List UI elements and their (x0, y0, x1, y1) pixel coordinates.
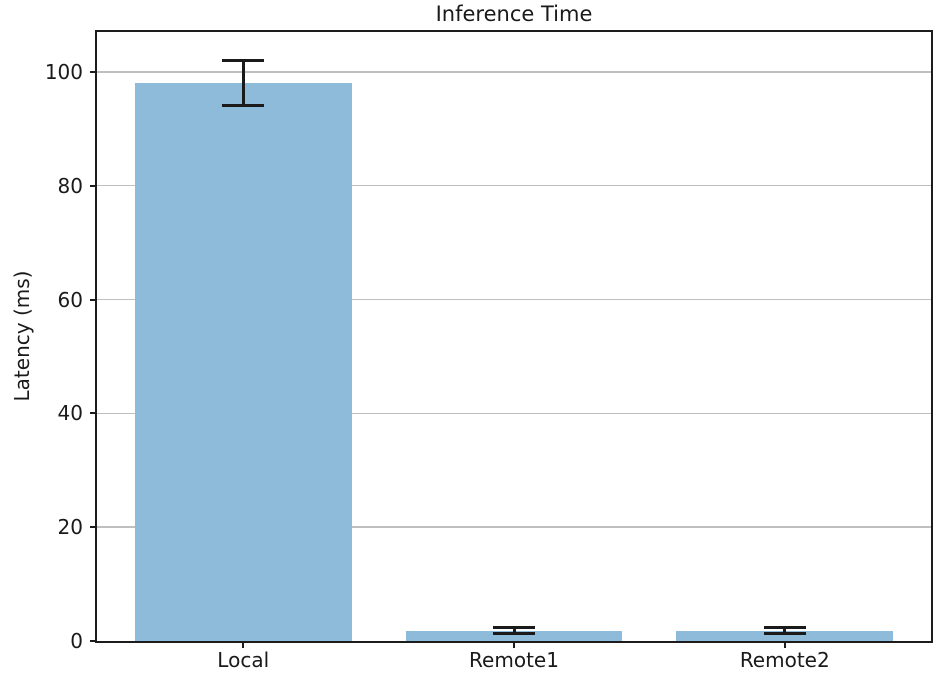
y-tick-mark (90, 640, 97, 642)
y-tick-mark (90, 298, 97, 301)
error-bar-cap-top (493, 626, 535, 630)
y-tick-label: 80 (57, 173, 83, 198)
gridline (97, 298, 931, 301)
x-tick-label: Local (217, 648, 270, 672)
y-tick-label: 20 (57, 515, 83, 540)
x-tick-mark (783, 641, 786, 648)
gridline (97, 71, 931, 73)
bar-local (134, 83, 352, 641)
x-tick-mark (513, 641, 515, 648)
chart-title: Inference Time (435, 2, 593, 26)
y-tick-mark (90, 184, 97, 187)
gridline (97, 412, 931, 415)
y-tick-label: 40 (57, 401, 83, 426)
y-tick-label: 0 (70, 629, 83, 653)
y-tick-label: 60 (57, 287, 83, 312)
error-bar-cap-top (222, 58, 265, 62)
error-bar-cap-bottom (763, 632, 806, 636)
error-bar-line (241, 60, 245, 106)
error-bar-cap-bottom (493, 632, 535, 636)
y-tick-mark (90, 70, 97, 73)
gridline (97, 184, 931, 187)
bar-remote1 (405, 630, 623, 641)
error-bar-cap-bottom (222, 104, 265, 108)
y-tick-mark (90, 526, 97, 529)
bar-remote2 (676, 630, 894, 641)
x-tick-label: Remote1 (469, 648, 559, 672)
plot-area (95, 30, 933, 643)
x-tick-mark (242, 641, 245, 648)
error-bar-line (783, 627, 787, 634)
y-tick-mark (90, 412, 97, 415)
gridline (97, 526, 931, 528)
x-tick-label: Remote2 (739, 648, 830, 672)
y-tick-label: 100 (44, 59, 83, 84)
error-bar-cap-top (763, 626, 806, 630)
error-bar-line (512, 627, 516, 634)
